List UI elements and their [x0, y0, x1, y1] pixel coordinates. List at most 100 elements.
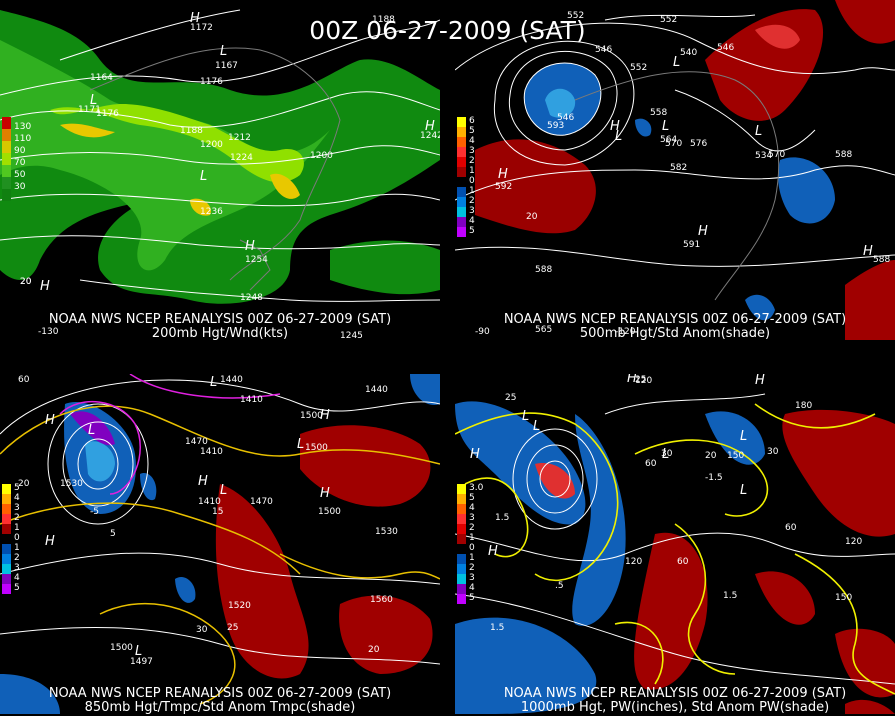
contour-label: 20	[705, 451, 717, 461]
legend-label: 4	[14, 493, 20, 503]
caption-1000mb-line2: 1000mb Hgt, PW(inches), Std Anom PW(shad…	[520, 700, 830, 715]
caption-1000mb-line1: NOAA NWS NCEP REANALYSIS 00Z 06-27-2009 …	[503, 686, 847, 701]
legend-label: 130	[14, 122, 32, 132]
legend-label: 0	[14, 533, 20, 543]
legend-1000mb: 3.0 5 4 3 2 1 0 1 2 3 4 5	[457, 484, 483, 604]
contour-label: 150	[835, 593, 852, 603]
jet-inner	[50, 104, 304, 183]
legend-label: 5	[469, 126, 475, 136]
contour-label: 1.5	[495, 513, 509, 523]
contour-label: 552	[567, 11, 584, 21]
legend-label: 2	[469, 523, 475, 533]
legend-label: 3	[14, 503, 20, 513]
low-pressure-mark: L	[210, 375, 217, 390]
contour-label: 1530	[60, 479, 83, 489]
low-pressure-mark: L	[755, 124, 762, 139]
contour-label: 1245	[340, 331, 363, 340]
legend-swatch	[2, 584, 11, 594]
map-1000mb: 120906030150180120601501206030201.51.525…	[455, 374, 895, 714]
legend-swatch	[2, 117, 11, 129]
legend-swatch	[457, 207, 466, 217]
contour-label: 20	[526, 212, 538, 222]
legend-label: 0	[469, 543, 475, 553]
contour-label: 1254	[245, 255, 268, 265]
legend-swatch	[457, 504, 466, 514]
contour-label: 1440	[220, 375, 243, 385]
legend-label: 4	[469, 583, 475, 593]
legend-swatch	[457, 534, 466, 544]
contour-label: 1188	[372, 15, 395, 25]
contour-label: 1470	[185, 437, 208, 447]
legend-swatch	[457, 554, 466, 564]
high-pressure-mark: H	[498, 167, 508, 182]
high-pressure-mark: H	[698, 224, 708, 239]
contour-label: .5	[555, 581, 564, 591]
high-pressure-mark: H	[863, 244, 873, 259]
legend-swatch	[457, 544, 466, 554]
high-pressure-mark: H	[755, 374, 765, 388]
legend-swatch	[457, 594, 466, 604]
contour-label: 534	[755, 151, 772, 161]
contour-label: 588	[535, 265, 552, 275]
legend-swatch	[457, 117, 466, 127]
contour-label: 20	[368, 645, 380, 655]
contour-label: 1171	[78, 105, 101, 115]
map-200mb: 1188 1176 1164 1176 1188 1200 1212 1224 1236 1248…	[0, 9, 440, 340]
legend-swatch	[2, 564, 11, 574]
legend-label: 5	[469, 593, 475, 603]
contour-label: 25	[635, 375, 646, 385]
contour-label: 1200	[200, 140, 223, 150]
contour-label: 564	[660, 135, 677, 145]
legend-label: 4	[469, 216, 475, 226]
caption-500mb-line2: 500mb Hgt/Std Anom(shade)	[579, 326, 771, 341]
legend-label: 1	[469, 166, 475, 176]
legend-swatch	[457, 147, 466, 157]
legend-label: 0	[469, 176, 475, 186]
legend-label: 2	[469, 196, 475, 206]
low-pressure-mark: L	[673, 55, 680, 70]
contour-label: 1500	[300, 411, 323, 421]
legend-200mb: 130 110 90 70 50 30	[2, 117, 31, 201]
contour-label: 1172	[190, 23, 213, 33]
contour-label: 25	[505, 393, 516, 403]
contour-label: 591	[683, 240, 700, 250]
contour-label: 1410	[240, 395, 263, 405]
high-pressure-mark: H	[320, 408, 330, 423]
contour-label: 1410	[198, 497, 221, 507]
legend-swatch	[2, 524, 11, 534]
contour-label: 1500	[305, 443, 328, 453]
low-pressure-mark: L	[90, 93, 97, 108]
high-pressure-mark: H	[45, 534, 55, 549]
high-pressure-mark: H	[190, 11, 200, 26]
contour-label: 30	[661, 449, 673, 459]
legend-swatch	[2, 153, 11, 165]
caption-500mb-line1: NOAA NWS NCEP REANALYSIS 00Z 06-27-2009 …	[503, 312, 847, 327]
low-pressure-mark: L	[522, 409, 529, 424]
legend-swatch	[457, 494, 466, 504]
contour-label: 1530	[375, 527, 398, 537]
legend-swatch	[2, 554, 11, 564]
high-pressure-mark: H	[45, 413, 55, 428]
legend-swatch	[2, 165, 11, 177]
panel-850mb: 1440 1410 1410 1500 1410 1470 1530 1560 1500 1500…	[0, 374, 440, 714]
legend-swatch	[457, 484, 466, 494]
contour-label: 120	[845, 537, 862, 547]
contour-label: 120	[625, 557, 642, 567]
contour-label: 588	[873, 255, 890, 265]
legend-swatch	[2, 484, 11, 494]
contour-label: 1167	[215, 61, 238, 71]
legend-label: 2	[14, 553, 20, 563]
contour-label: 1500	[318, 507, 341, 517]
panel-1000mb: 120906030150180120601501206030201.51.525…	[455, 374, 895, 714]
legend-label: 1	[469, 533, 475, 543]
contour-label: 1242	[420, 131, 440, 141]
high-pressure-mark: H	[198, 474, 208, 489]
caption-200mb-line1: NOAA NWS NCEP REANALYSIS 00Z 06-27-2009 …	[48, 312, 392, 327]
legend-label: 3	[469, 206, 475, 216]
legend-label: 5	[14, 483, 20, 493]
low-pressure-mark: L	[200, 169, 207, 184]
jet-core	[60, 123, 300, 216]
legend-label: 3	[14, 563, 20, 573]
contour-label: 60	[677, 557, 689, 567]
low-pressure-mark: L	[615, 129, 622, 144]
